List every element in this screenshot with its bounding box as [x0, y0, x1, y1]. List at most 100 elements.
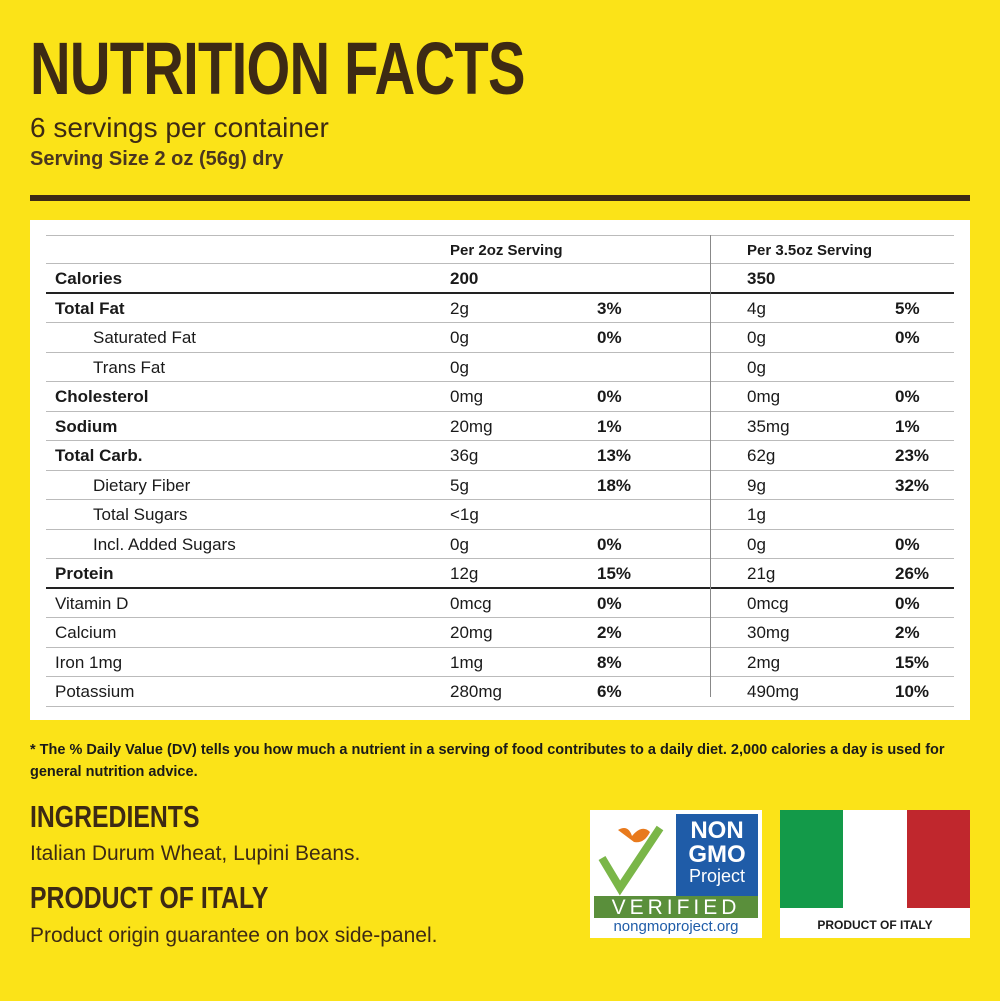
- cell: 1%: [895, 416, 920, 436]
- nutrient-name: Trans Fat: [93, 357, 166, 377]
- cell: 0%: [895, 534, 920, 554]
- badge-url: nongmoproject.org: [613, 918, 738, 935]
- cell: 0g: [747, 534, 766, 554]
- cell: 0g: [450, 534, 469, 554]
- badge-text: VERIFIED: [612, 896, 741, 919]
- cell: 1mg: [450, 652, 484, 672]
- cell: 5%: [895, 298, 920, 318]
- cell: 0mcg: [450, 593, 492, 613]
- table-row: Potassium 280mg 6% 490mg 10%: [46, 677, 954, 707]
- cell: 62g: [747, 446, 776, 465]
- table-row: Incl. Added Sugars 0g 0% 0g 0%: [46, 530, 954, 559]
- cell: 0mcg: [747, 593, 789, 613]
- nutrient-name: Total Sugars: [93, 505, 188, 524]
- servings: 6 servings per container: [30, 112, 329, 143]
- table-row: Total Sugars <1g 1g: [46, 500, 954, 530]
- table-row: Protein 12g 15% 21g 26%: [46, 559, 954, 589]
- italy-flag: PRODUCT OF ITALY: [780, 810, 970, 938]
- nutrient-name: Total Carb.: [55, 446, 143, 465]
- cell: 200: [450, 269, 479, 288]
- cell: 490mg: [747, 682, 799, 701]
- cell: 32%: [895, 475, 930, 495]
- column-header: Per 2oz Serving: [450, 242, 563, 259]
- cell: 2%: [895, 623, 920, 642]
- cell: 30mg: [747, 623, 790, 642]
- cell: 0mg: [747, 387, 781, 406]
- cell: 20mg: [450, 623, 493, 642]
- cell: 13%: [597, 446, 632, 465]
- flag-caption: PRODUCT OF ITALY: [817, 918, 932, 932]
- cell: 35mg: [747, 416, 790, 436]
- column-divider: [710, 235, 711, 697]
- badge-text: GMO: [688, 841, 745, 868]
- ingredients-text: Italian Durum Wheat, Lupini Beans.: [30, 842, 361, 865]
- table-row: Cholesterol 0mg 0% 0mg 0%: [46, 382, 954, 412]
- table-row: Dietary Fiber 5g 18% 9g 32%: [46, 471, 954, 500]
- table-row: Trans Fat 0g 0g: [46, 353, 954, 382]
- cell: 15%: [597, 564, 632, 583]
- cell: 0g: [450, 357, 469, 377]
- cell: 280mg: [450, 682, 502, 701]
- nutrient-name: Potassium: [55, 682, 135, 701]
- nutrient-name: Protein: [55, 564, 114, 583]
- table-row: Sodium 20mg 1% 35mg 1%: [46, 412, 954, 441]
- origin-text: Product origin guarantee on box side-pan…: [30, 924, 438, 947]
- cell: 5g: [450, 475, 469, 495]
- column-header: Per 3.5oz Serving: [747, 242, 873, 259]
- cell: 21g: [747, 564, 776, 583]
- cell: <1g: [450, 505, 479, 524]
- cell: 26%: [895, 564, 930, 583]
- nutrient-name: Calories: [55, 269, 123, 288]
- title: NUTRITION FACTS: [30, 27, 525, 110]
- badge-text: NON: [690, 817, 743, 844]
- cell: 2%: [597, 623, 622, 642]
- serving-size: Serving Size 2 oz (56g) dry: [30, 148, 284, 170]
- cell: 0g: [747, 357, 766, 377]
- table-row: Iron 1mg 1mg 8% 2mg 15%: [46, 648, 954, 677]
- nutrition-table: Per 2oz Serving Per 3.5oz Serving Calori…: [46, 235, 954, 707]
- table-header: Per 2oz Serving Per 3.5oz Serving: [46, 235, 954, 264]
- cell: 0%: [597, 534, 622, 554]
- footnote: * The % Daily Value (DV) tells you how m…: [30, 742, 945, 780]
- cell: 36g: [450, 446, 479, 465]
- table-row: Saturated Fat 0g 0% 0g 0%: [46, 323, 954, 353]
- nutrient-name: Total Fat: [55, 298, 125, 318]
- cell: 6%: [597, 682, 622, 701]
- cell: 2g: [450, 298, 469, 318]
- nutrient-name: Vitamin D: [55, 593, 129, 613]
- cell: 2mg: [747, 652, 781, 672]
- cell: 350: [747, 269, 776, 288]
- table-row: Total Fat 2g 3% 4g 5%: [46, 294, 954, 323]
- cell: 9g: [747, 475, 766, 495]
- cell: 8%: [597, 652, 622, 672]
- nutrient-name: Cholesterol: [55, 387, 149, 406]
- badge-text: Project: [689, 866, 745, 886]
- nutrient-name: Sodium: [55, 416, 118, 436]
- cell: 0g: [450, 328, 469, 347]
- section-title: INGREDIENTS: [30, 799, 200, 834]
- cell: 10%: [895, 682, 930, 701]
- nutrient-name: Dietary Fiber: [93, 475, 191, 495]
- cell: 0%: [895, 593, 920, 613]
- cell: 0mg: [450, 387, 484, 406]
- cell: 0%: [895, 387, 920, 406]
- nutrient-name: Iron 1mg: [55, 652, 123, 672]
- cell: 0%: [597, 593, 622, 613]
- nutrient-name: Saturated Fat: [93, 328, 197, 347]
- nutrient-name: Incl. Added Sugars: [93, 534, 236, 554]
- cell: 4g: [747, 298, 766, 318]
- cell: 23%: [895, 446, 930, 465]
- cell: 18%: [597, 475, 632, 495]
- cell: 1g: [747, 505, 766, 524]
- cell: 3%: [597, 298, 622, 318]
- cell: 20mg: [450, 416, 493, 436]
- table-row: Vitamin D 0mcg 0% 0mcg 0%: [46, 589, 954, 618]
- cell: 1%: [597, 416, 622, 436]
- table-row: Calcium 20mg 2% 30mg 2%: [46, 618, 954, 648]
- cell: 15%: [895, 652, 930, 672]
- cell: 0g: [747, 328, 766, 347]
- non-gmo-badge: NON GMO Project VERIFIED nongmoproject.o…: [590, 810, 762, 938]
- cell: 0%: [895, 328, 920, 347]
- cell: 0%: [597, 387, 622, 406]
- rule: [30, 195, 970, 201]
